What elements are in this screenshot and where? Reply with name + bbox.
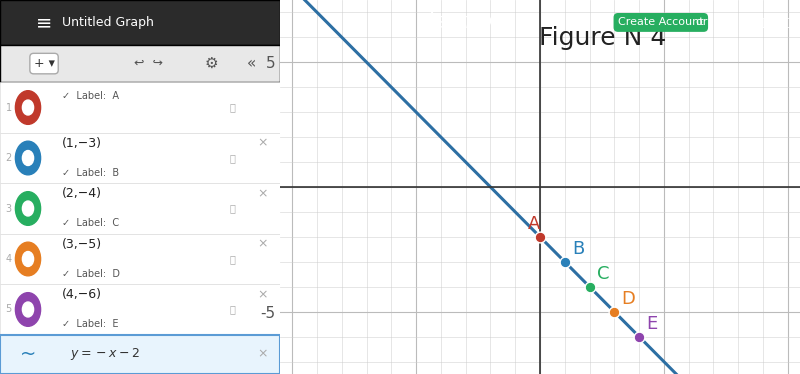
Text: (2,−4): (2,−4)	[62, 187, 102, 200]
Text: 🔧: 🔧	[230, 254, 235, 264]
Text: ×: ×	[258, 137, 268, 150]
Text: 3: 3	[6, 203, 12, 214]
Text: ✓  Label:  E: ✓ Label: E	[62, 319, 118, 329]
Point	[583, 284, 596, 290]
Text: 2: 2	[6, 153, 12, 163]
FancyBboxPatch shape	[0, 284, 280, 335]
Text: 🔧: 🔧	[230, 153, 235, 163]
Circle shape	[15, 141, 41, 175]
Point	[534, 234, 546, 240]
Circle shape	[15, 192, 41, 225]
Circle shape	[15, 242, 41, 276]
FancyBboxPatch shape	[0, 335, 280, 374]
Text: ≡: ≡	[37, 13, 53, 32]
Text: Untitled Graph: Untitled Graph	[62, 16, 154, 29]
Circle shape	[22, 252, 34, 266]
Text: ⚙: ⚙	[205, 56, 218, 71]
Text: 🔧: 🔧	[230, 304, 235, 315]
Text: 🔧: 🔧	[230, 203, 235, 214]
Text: ×: ×	[258, 288, 268, 301]
Text: $y = -x - 2$: $y = -x - 2$	[70, 346, 140, 362]
Text: (1,−3): (1,−3)	[62, 137, 102, 150]
Text: C: C	[597, 265, 610, 283]
Text: ×: ×	[258, 187, 268, 200]
Circle shape	[22, 100, 34, 115]
FancyBboxPatch shape	[0, 0, 280, 45]
Text: ✓  Label:  B: ✓ Label: B	[62, 168, 118, 178]
Circle shape	[15, 91, 41, 124]
Circle shape	[22, 302, 34, 317]
Text: D: D	[622, 290, 635, 308]
Text: desmos: desmos	[420, 12, 504, 33]
Text: 1: 1	[6, 102, 12, 113]
FancyBboxPatch shape	[0, 183, 280, 234]
Text: ×: ×	[258, 237, 268, 251]
Text: ✓  Label:  D: ✓ Label: D	[62, 269, 120, 279]
Text: 5: 5	[6, 304, 12, 315]
Circle shape	[22, 201, 34, 216]
Text: ✓  Label:  A: ✓ Label: A	[62, 91, 118, 101]
Point	[633, 334, 646, 340]
Circle shape	[22, 150, 34, 165]
Text: Figure N 4: Figure N 4	[538, 26, 666, 50]
Text: 4: 4	[6, 254, 12, 264]
Text: E: E	[646, 315, 658, 333]
Text: or  Sign In: or Sign In	[696, 18, 753, 27]
Text: B: B	[572, 240, 585, 258]
FancyBboxPatch shape	[0, 45, 280, 82]
Text: Create Account: Create Account	[618, 18, 704, 27]
Text: 🔧: 🔧	[230, 102, 235, 113]
FancyBboxPatch shape	[0, 133, 280, 183]
Point	[608, 309, 621, 315]
Text: ✓  Label:  C: ✓ Label: C	[62, 218, 118, 229]
Text: (4,−6): (4,−6)	[62, 288, 102, 301]
FancyBboxPatch shape	[0, 234, 280, 284]
Text: ~: ~	[20, 345, 36, 364]
Text: «: «	[246, 56, 256, 71]
Text: (3,−5): (3,−5)	[62, 237, 102, 251]
Circle shape	[15, 292, 41, 326]
FancyBboxPatch shape	[0, 82, 280, 133]
Text: A: A	[528, 215, 540, 233]
Text: ×: ×	[258, 348, 268, 361]
Text: ⤴  ?  🏠: ⤴ ? 🏠	[758, 18, 791, 27]
Point	[558, 259, 571, 265]
Text: + ▾: + ▾	[34, 57, 54, 70]
Text: ↩  ↪: ↩ ↪	[134, 57, 163, 70]
